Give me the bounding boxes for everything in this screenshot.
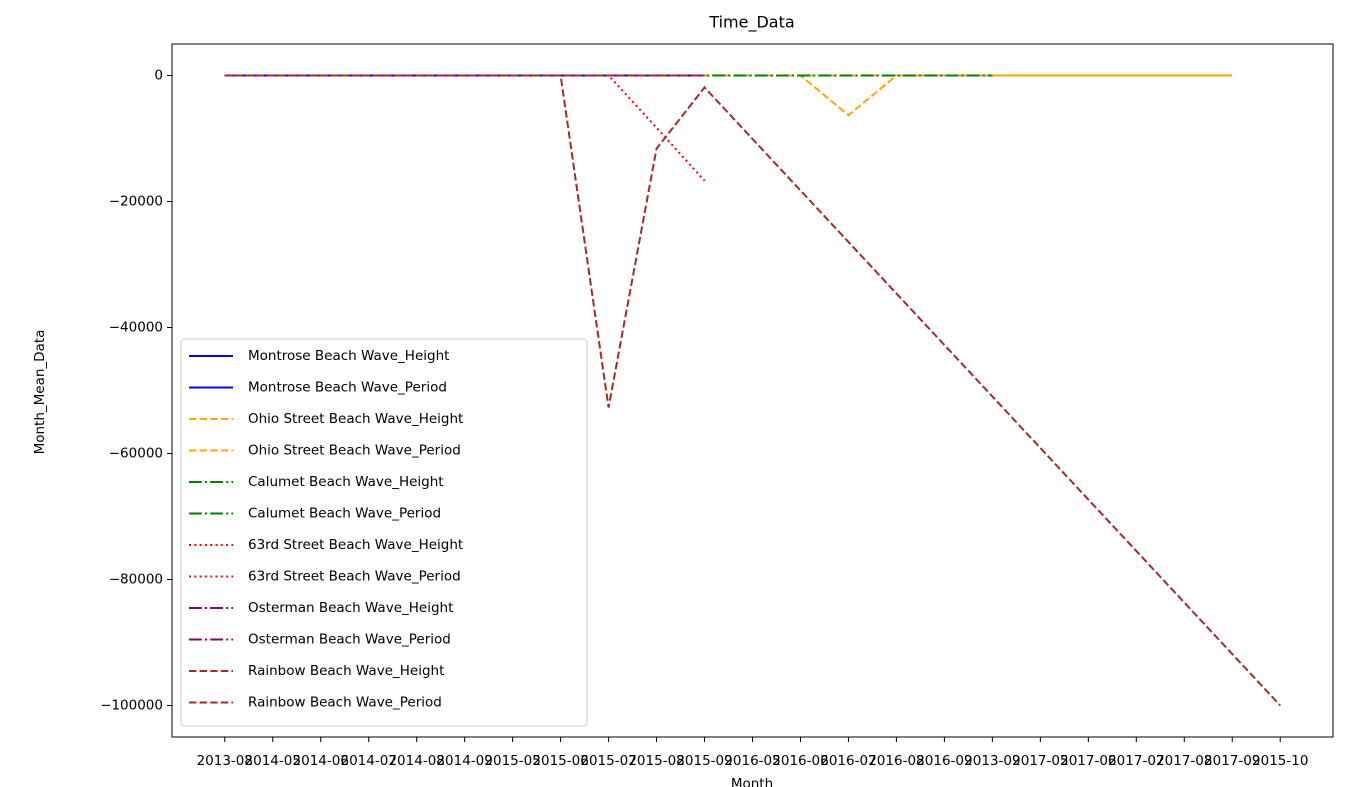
x-tick-label: 2017-06 [1060,753,1116,769]
legend-label: Osterman Beach Wave_Height [248,600,453,616]
x-tick-label: 2016-05 [724,753,780,769]
x-tick-label: 2017-07 [1108,753,1164,769]
y-tick-label: −20000 [109,194,163,210]
chart-title: Time_Data [708,13,794,33]
x-tick-label: 2014-09 [436,753,492,769]
y-axis-label: Month_Mean_Data [32,330,48,455]
x-tick-label: 2014-05 [245,753,301,769]
axes-frame [171,43,1334,738]
x-tick-label: 2017-08 [1156,753,1212,769]
legend-label: Osterman Beach Wave_Period [248,632,451,648]
legend-label: Calumet Beach Wave_Period [248,506,441,522]
y-tick-label: −100000 [100,698,163,714]
legend-label: 63rd Street Beach Wave_Period [248,569,461,585]
x-tick-label: 2017-05 [1012,753,1068,769]
x-tick-label: 2015-09 [676,753,732,769]
x-tick-label: 2017-09 [1204,753,1260,769]
x-tick-label: 2016-06 [772,753,828,769]
x-tick-label: 2015-05 [484,753,540,769]
legend-label: Calumet Beach Wave_Height [248,474,444,490]
x-tick-label: 2016-07 [820,753,876,769]
legend-label: Ohio Street Beach Wave_Height [248,411,463,427]
x-tick-label: 2016-08 [868,753,924,769]
legend-label: Ohio Street Beach Wave_Period [248,443,461,459]
y-tick-label: −60000 [109,446,163,462]
x-axis-label: Month [731,776,773,787]
x-tick-label: 2013-08 [197,753,253,769]
x-tick-label: 2013-09 [964,753,1020,769]
x-tick-label: 2014-06 [293,753,349,769]
y-tick-label: −80000 [109,572,163,588]
legend-label: Rainbow Beach Wave_Height [248,663,444,679]
x-tick-label: 2014-08 [388,753,444,769]
x-tick-label: 2014-07 [340,753,396,769]
x-tick-label: 2015-06 [532,753,588,769]
y-tick-label: 0 [154,68,163,84]
legend-label: Montrose Beach Wave_Period [248,380,447,396]
legend-box [180,338,588,727]
x-tick-label: 2015-08 [628,753,684,769]
y-tick-label: −40000 [109,320,163,336]
legend-label: Montrose Beach Wave_Height [248,348,449,364]
legend-label: Rainbow Beach Wave_Period [248,695,442,711]
legend-label: 63rd Street Beach Wave_Height [248,537,463,553]
x-tick-label: 2016-09 [916,753,972,769]
x-tick-label: 2015-07 [580,753,636,769]
legend: Montrose Beach Wave_Height Montrose Beach… [180,338,588,727]
x-tick-label: 2015-10 [1252,753,1308,769]
